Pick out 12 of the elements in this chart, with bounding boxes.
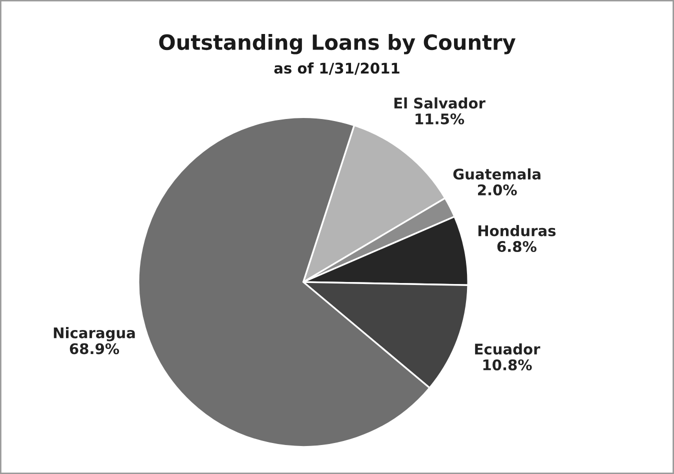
- slice-label: Ecuador: [475, 343, 540, 355]
- data-label: 2.0%: [478, 184, 517, 196]
- chart-title: Outstanding Loans by Country: [159, 34, 516, 54]
- slice-label: Guatemala: [453, 168, 540, 180]
- slice-label: Nicaragua: [54, 327, 135, 342]
- slice-label: El Salvador: [394, 97, 486, 109]
- slice-label: Honduras: [478, 224, 556, 236]
- data-label: 6.8%: [497, 241, 536, 252]
- data-label: 10.8%: [483, 359, 532, 370]
- data-label: 68.9%: [70, 343, 120, 354]
- data-label: 11.5%: [416, 113, 464, 124]
- chart-subtitle: as of 1/31/2011: [274, 62, 400, 75]
